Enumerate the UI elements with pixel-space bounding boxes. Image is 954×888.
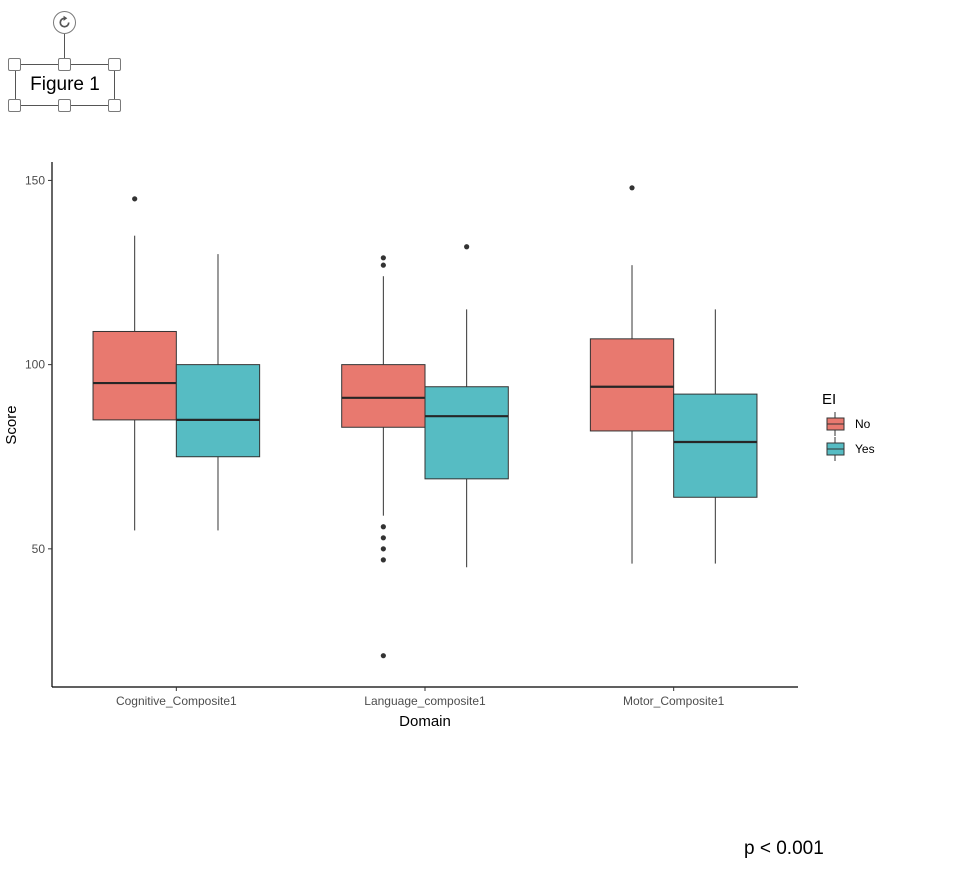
outlier-point-no-language-composite1-1 [380,535,386,541]
outlier-point-no-language-composite1-0 [380,524,386,530]
rotate-handle-stem [64,34,65,64]
p-value-label: p < 0.001 [744,838,824,859]
box-no-cognitive-composite1 [92,330,177,421]
outlier-point-no-cognitive-composite1-0 [132,196,138,202]
axes: 50 100 150 Cognitive_Composite1 Language_com… [25,162,798,708]
outlier-point-no-language-composite1-2 [380,546,386,552]
y-tick-label-100: 100 [25,358,45,372]
legend-title: EI [822,391,836,408]
resize-handle-top-left[interactable] [8,58,21,71]
resize-handle-bottom-center[interactable] [58,99,71,112]
outlier-point-no-language-composite1-4 [380,653,386,659]
box-yes-motor-composite1 [673,393,758,498]
resize-handle-top-center[interactable] [58,58,71,71]
outlier-point-no-language-composite1-3 [380,557,386,563]
y-axis-title: Score [3,405,20,444]
outlier-point-yes-language-composite1-0 [464,244,470,250]
outlier-point-no-language-composite1-5 [380,262,386,268]
box-no-language-composite1 [341,364,426,428]
x-tick-label-2: Motor_Composite1 [623,694,725,708]
x-tick-label-0: Cognitive_Composite1 [116,694,237,708]
rotate-icon [59,15,70,28]
figure-text-box[interactable]: Figure 1 [15,64,115,106]
box-no-motor-composite1 [589,338,675,432]
x-tick-label-1: Language_composite1 [364,694,486,708]
box-yes-language-composite1 [424,386,509,480]
legend-label-yes: Yes [855,442,875,456]
x-axis-title: Domain [399,713,451,730]
y-tick-label-150: 150 [25,173,45,187]
resize-handle-top-right[interactable] [108,58,121,71]
outlier-point-no-language-composite1-6 [380,255,386,261]
legend: EI No Yes [822,391,875,461]
box-yes-cognitive-composite1 [175,364,261,458]
legend-label-no: No [855,417,871,431]
resize-handle-bottom-right[interactable] [108,99,121,112]
y-tick-label-50: 50 [32,542,46,556]
resize-handle-bottom-left[interactable] [8,99,21,112]
plot-area [92,185,758,659]
outlier-point-no-motor-composite1-0 [629,185,635,191]
figure-label[interactable]: Figure 1 [30,74,100,95]
rotate-handle[interactable] [53,11,76,34]
